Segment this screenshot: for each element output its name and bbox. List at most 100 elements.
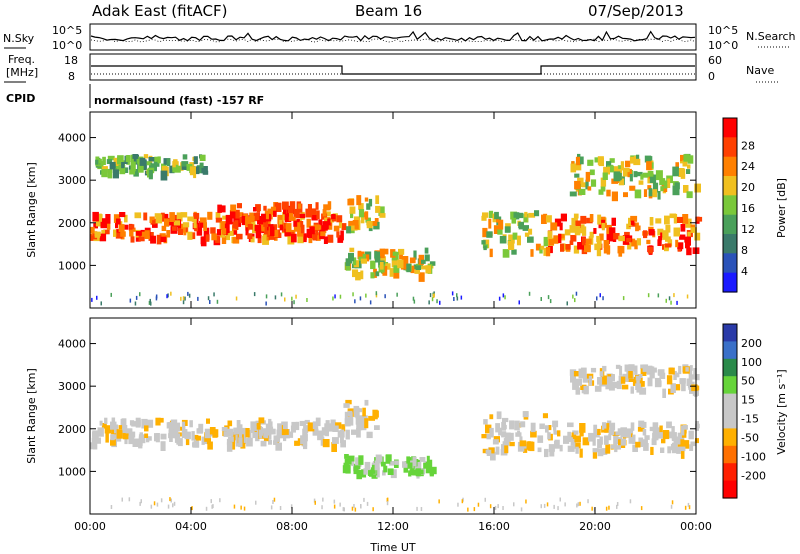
echo-cell-band-3 [355, 272, 361, 281]
echo-cell-band-6 [609, 227, 616, 238]
ground-scatter-speck [684, 505, 687, 510]
echo-cell-band-0 [307, 422, 315, 432]
echo-cell-band-0 [338, 221, 342, 229]
echo-cell-band-2 [354, 224, 359, 230]
ground-scatter-speck [354, 507, 357, 512]
echo-cell-band-1 [321, 225, 328, 231]
echo-cell-band-4 [680, 425, 685, 436]
y-tick-label: 2000 [58, 217, 86, 230]
echo-cell-band-5 [523, 217, 528, 223]
echo-cell-band-4 [666, 432, 673, 439]
echo-cell-band-3 [485, 449, 492, 454]
ground-scatter-speck [575, 291, 578, 296]
ground-scatter-speck [339, 294, 342, 299]
power-y-axis: 1000 2000 3000 4000 [58, 132, 696, 272]
echo-cell-band-3 [501, 431, 507, 438]
colorbar-swatch [723, 253, 737, 274]
echo-cell-band-2 [383, 465, 388, 473]
echo-cell-band-4 [154, 156, 161, 162]
echo-cell-band-7 [606, 189, 611, 197]
freq-label-1: Freq. [8, 53, 35, 66]
echo-cell-band-7 [633, 158, 641, 166]
echo-cell-band-2 [344, 454, 349, 459]
echo-cell-band-7 [686, 191, 693, 199]
echo-cell-band-4 [573, 430, 579, 435]
echo-cell-band-5 [676, 372, 680, 378]
echo-cell-band-4 [667, 446, 671, 454]
echo-cell-band-4 [605, 444, 611, 454]
ground-scatter-speck [363, 497, 365, 502]
echo-cell-band-0 [95, 217, 103, 227]
echo-cell-band-0 [124, 214, 128, 223]
echo-cell-band-0 [227, 436, 234, 442]
echo-cell-band-0 [215, 217, 223, 223]
colorbar-swatch [723, 376, 737, 395]
echo-cell-band-0 [337, 235, 344, 243]
echo-cell-band-5 [666, 375, 673, 385]
echo-cell-band-4 [574, 435, 581, 443]
echo-cell-band-1 [266, 221, 271, 227]
echo-cell-band-6 [687, 231, 691, 237]
echo-cell-band-6 [667, 239, 673, 247]
echo-cell-band-1 [344, 418, 350, 427]
ground-scatter-speck [213, 292, 215, 297]
echo-cell-band-0 [312, 421, 317, 429]
echo-cell-band-3 [345, 258, 351, 267]
echo-cell-band-0 [180, 212, 188, 218]
power-ylabel: Slant Range [km] [25, 162, 38, 258]
echo-cell-band-3 [424, 254, 430, 262]
echo-cell-band-7 [633, 171, 638, 178]
ground-scatter-speck [284, 297, 286, 302]
echo-cell-band-3 [519, 436, 523, 442]
echo-cell-band-3 [365, 254, 370, 262]
ground-scatter-speck [616, 502, 619, 506]
echo-cell-band-4 [107, 155, 115, 161]
echo-cell-band-6 [664, 215, 670, 225]
echo-cell-band-0 [304, 419, 310, 425]
echo-cell-band-2 [366, 221, 373, 229]
echo-cell-band-0 [333, 225, 340, 232]
echo-cell-band-3 [496, 411, 502, 420]
ground-scatter-speck [564, 502, 566, 507]
echo-cell-band-5 [688, 366, 693, 375]
echo-cell-band-4 [660, 447, 665, 453]
echo-cell-band-3 [410, 265, 415, 274]
ground-scatter-speck [322, 497, 324, 502]
echo-cell-band-7 [585, 171, 591, 182]
echo-cell-band-4 [563, 435, 570, 444]
echo-cell-band-7 [575, 162, 582, 171]
echo-cell-band-3 [392, 251, 397, 256]
echo-cell-band-4 [620, 438, 626, 446]
echo-cell-band-2 [417, 462, 422, 470]
echo-cell-band-0 [176, 212, 183, 222]
ground-scatter-speck [110, 505, 113, 509]
echo-cell-band-4 [597, 448, 604, 457]
echo-cell-band-4 [624, 431, 631, 438]
echo-cell-band-6 [554, 218, 562, 227]
echo-cell-band-5 [543, 247, 548, 256]
freq-tick-right-bottom: 0 [708, 70, 715, 83]
ground-scatter-speck [428, 300, 430, 305]
power-echo-cells [90, 153, 703, 306]
echo-cell-band-3 [488, 447, 495, 454]
echo-cell-band-3 [358, 256, 363, 264]
colorbar-frame [722, 117, 738, 293]
echo-cell-band-4 [632, 444, 638, 452]
echo-cell-band-1 [264, 210, 269, 220]
echo-cell-band-1 [364, 399, 369, 406]
echo-cell-band-0 [268, 418, 272, 425]
echo-cell-band-2 [419, 457, 426, 462]
echo-cell-band-6 [573, 213, 579, 219]
echo-cell-band-0 [214, 429, 219, 438]
ground-scatter-speck [557, 506, 559, 511]
echo-cell-band-7 [580, 156, 584, 165]
echo-cell-band-4 [557, 430, 561, 437]
echo-cell-band-3 [370, 260, 376, 270]
ground-scatter-speck [334, 294, 336, 299]
echo-cell-band-5 [571, 375, 576, 383]
echo-cell-band-7 [647, 185, 652, 190]
echo-cell-band-4 [695, 421, 699, 431]
echo-cell-band-0 [128, 431, 136, 438]
echo-cell-band-4 [545, 425, 549, 433]
echo-cell-band-2 [415, 468, 421, 477]
